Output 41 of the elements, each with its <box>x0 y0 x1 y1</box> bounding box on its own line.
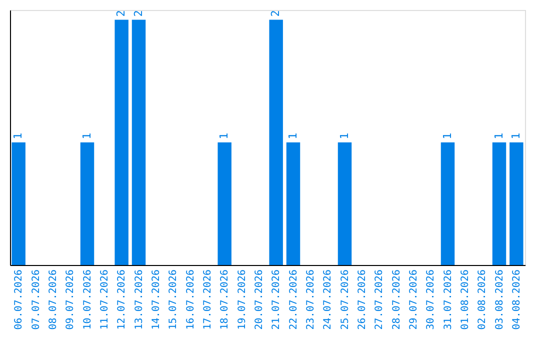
data-label: 2 <box>114 10 128 17</box>
x-tick-label: 03.08.2026 <box>494 270 506 330</box>
data-label: 1 <box>80 132 94 140</box>
x-tick-label: 24.07.2026 <box>322 270 334 330</box>
data-label: 1 <box>286 132 300 140</box>
data-label: 1 <box>440 132 454 140</box>
x-tick-label: 30.07.2026 <box>426 270 437 330</box>
x-tick-label: 20.07.2026 <box>254 270 265 330</box>
x-tick-label: 07.07.2026 <box>30 270 42 330</box>
x-tick-label: 26.07.2026 <box>356 270 368 330</box>
x-tick-label: 11.07.2026 <box>99 270 110 330</box>
x-tick-label: 16.07.2026 <box>185 270 196 330</box>
x-tick-label: 13.07.2026 <box>134 270 145 330</box>
x-tick-label: 08.07.2026 <box>48 270 59 330</box>
x-tick-label: 04.08.2026 <box>511 270 522 330</box>
x-tick-label: 14.07.2026 <box>150 270 162 330</box>
x-tick-label: 09.07.2026 <box>65 270 76 330</box>
x-tick-label: 06.07.2026 <box>14 270 25 330</box>
x-tick-label: 27.07.2026 <box>374 270 386 330</box>
x-tick-label: 01.08.2026 <box>460 270 471 330</box>
data-label: 1 <box>338 132 351 140</box>
x-tick-label: 02.08.2026 <box>477 270 488 330</box>
x-tick-label: 21.07.2026 <box>271 270 282 330</box>
x-tick-label: 15.07.2026 <box>168 270 180 330</box>
x-tick-label: 12.07.2026 <box>116 270 128 330</box>
data-label: 1 <box>509 132 522 140</box>
x-tick-label: 23.07.2026 <box>305 270 316 330</box>
x-tick-label: 10.07.2026 <box>82 270 94 330</box>
x-tick-label: 22.07.2026 <box>288 270 300 330</box>
x-tick-label: 19.07.2026 <box>236 270 248 330</box>
data-label: 1 <box>492 132 506 140</box>
x-tick-label: 25.07.2026 <box>340 270 351 330</box>
data-label: 2 <box>132 10 145 17</box>
x-tick-label: 28.07.2026 <box>391 270 402 330</box>
data-label: 1 <box>12 132 25 140</box>
x-tick-label: 18.07.2026 <box>220 270 231 330</box>
data-label: 1 <box>218 132 231 140</box>
data-label: 2 <box>269 10 282 17</box>
x-tick-label: 31.07.2026 <box>442 270 454 330</box>
x-tick-label: 29.07.2026 <box>408 270 420 330</box>
x-tick-label: 17.07.2026 <box>202 270 214 330</box>
